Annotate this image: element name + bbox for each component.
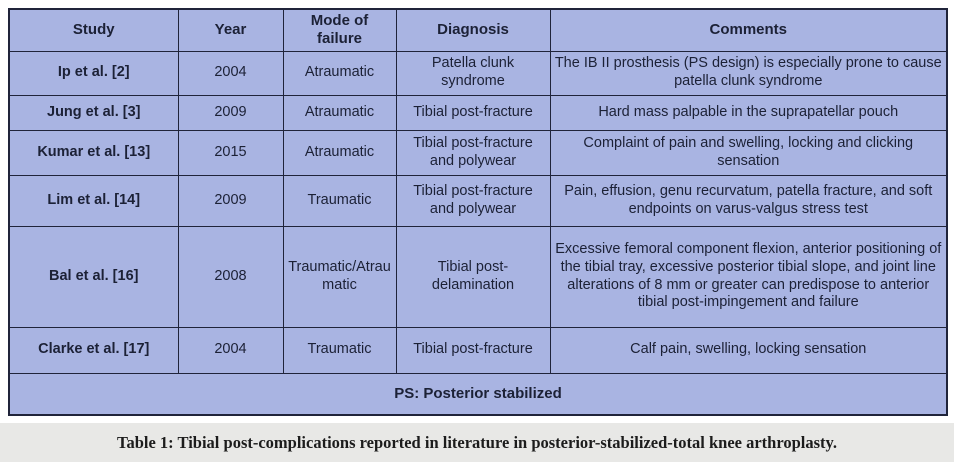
col-header-study: Study	[8, 8, 179, 52]
complications-table: Study Year Mode of failure Diagnosis Com…	[8, 8, 948, 417]
table-row: Lim et al. [14] 2009 Traumatic Tibial po…	[8, 174, 948, 227]
year-cell: 2015	[177, 129, 284, 176]
table-footnote: PS: Posterior stabilized	[8, 372, 948, 416]
comments-cell: Calf pain, swelling, locking sensation	[549, 326, 948, 374]
col-header-mode-of-failure: Mode of failure	[282, 8, 397, 52]
table-row: Ip et al. [2] 2004 Atraumatic Patella cl…	[8, 50, 948, 96]
diagnosis-cell: Tibial post-fracture	[395, 94, 551, 131]
mode-cell: Atraumatic	[282, 94, 397, 131]
comments-cell: Excessive femoral component flexion, ant…	[549, 225, 948, 328]
table-caption: Table 1: Tibial post-complications repor…	[116, 432, 838, 452]
mode-cell: Atraumatic	[282, 50, 397, 96]
table-row: Bal et al. [16] 2008 Traumatic/Atraumati…	[8, 225, 948, 328]
year-cell: 2009	[177, 174, 284, 227]
col-header-comments: Comments	[549, 8, 948, 52]
study-cell: Kumar et al. [13]	[8, 129, 179, 176]
table-footnote-row: PS: Posterior stabilized	[8, 372, 948, 416]
mode-cell: Atraumatic	[282, 129, 397, 176]
comments-cell: Pain, effusion, genu recurvatum, patella…	[549, 174, 948, 227]
study-cell: Clarke et al. [17]	[8, 326, 179, 374]
caption-band: Table 1: Tibial post-complications repor…	[0, 423, 954, 462]
comments-cell: Complaint of pain and swelling, locking …	[549, 129, 948, 176]
table-row: Clarke et al. [17] 2004 Traumatic Tibial…	[8, 326, 948, 374]
year-cell: 2004	[177, 50, 284, 96]
study-cell: Bal et al. [16]	[8, 225, 179, 328]
diagnosis-cell: Tibial post-fracture	[395, 326, 551, 374]
mode-cell: Traumatic/Atraumatic	[282, 225, 397, 328]
study-cell: Ip et al. [2]	[8, 50, 179, 96]
col-header-year: Year	[177, 8, 284, 52]
diagnosis-cell: Tibial post-fracture and polywear	[395, 174, 551, 227]
comments-cell: Hard mass palpable in the suprapatellar …	[549, 94, 948, 131]
table-row: Kumar et al. [13] 2015 Atraumatic Tibial…	[8, 129, 948, 176]
year-cell: 2009	[177, 94, 284, 131]
year-cell: 2004	[177, 326, 284, 374]
year-cell: 2008	[177, 225, 284, 328]
diagnosis-cell: Tibial post-fracture and polywear	[395, 129, 551, 176]
diagnosis-cell: Tibial post-delamination	[395, 225, 551, 328]
mode-cell: Traumatic	[282, 174, 397, 227]
study-cell: Lim et al. [14]	[8, 174, 179, 227]
comments-cell: The IB II prosthesis (PS design) is espe…	[549, 50, 948, 96]
table-row: Jung et al. [3] 2009 Atraumatic Tibial p…	[8, 94, 948, 131]
mode-cell: Traumatic	[282, 326, 397, 374]
table-header-row: Study Year Mode of failure Diagnosis Com…	[8, 8, 948, 52]
study-cell: Jung et al. [3]	[8, 94, 179, 131]
col-header-diagnosis: Diagnosis	[395, 8, 551, 52]
diagnosis-cell: Patella clunk syndrome	[395, 50, 551, 96]
